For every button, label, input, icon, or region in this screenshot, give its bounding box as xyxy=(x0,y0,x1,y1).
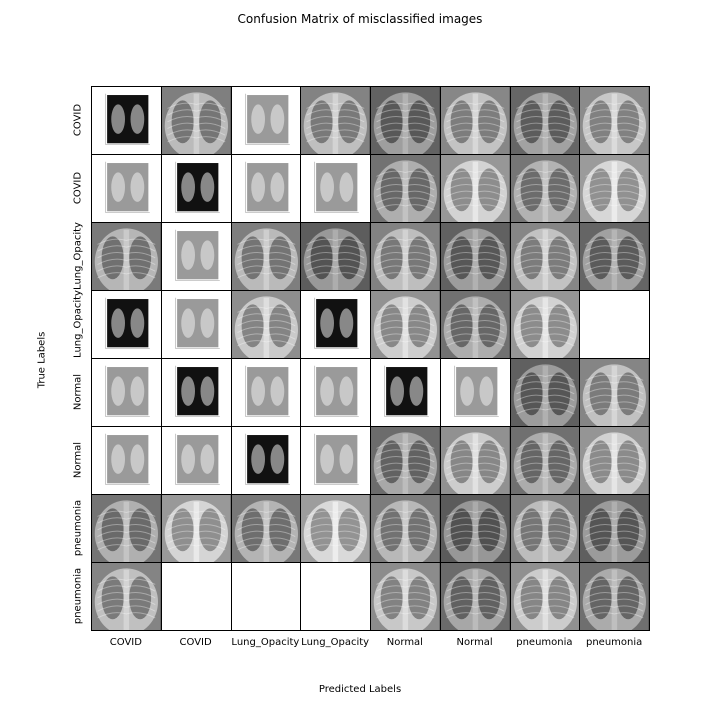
grid-cell-plotted-image xyxy=(230,154,302,223)
grid-cell-plotted-image xyxy=(300,426,371,495)
row-label: Normal xyxy=(72,441,84,479)
grid-cell-xray-image xyxy=(370,562,441,631)
grid-cell-plotted-image xyxy=(439,358,511,427)
grid-cell-plotted-image xyxy=(91,358,162,427)
grid-cell-plotted-image xyxy=(91,86,162,155)
row-label: COVID xyxy=(72,103,84,137)
grid-cell-xray-image xyxy=(230,290,302,359)
grid-cell-xray-image xyxy=(509,562,581,631)
grid-cell-plotted-image xyxy=(230,358,302,427)
grid-cell-xray-image xyxy=(579,494,650,563)
grid-cell-plotted-image xyxy=(160,358,232,427)
grid-cell-xray-image xyxy=(439,154,511,223)
chart-title: Confusion Matrix of misclassified images xyxy=(237,12,483,26)
column-label: Normal xyxy=(456,637,493,648)
column-label: pneumonia xyxy=(516,637,573,648)
grid-cell-xray-image xyxy=(230,222,302,291)
grid-cell-xray-image xyxy=(439,290,511,359)
grid-cell-plotted-image xyxy=(91,154,162,223)
grid-cell-xray-image xyxy=(300,494,371,563)
image-grid xyxy=(91,86,650,631)
grid-cell-empty xyxy=(160,562,232,631)
grid-cell-xray-image xyxy=(160,86,232,155)
grid-cell-xray-image xyxy=(91,494,162,563)
column-label: Lung_Opacity xyxy=(231,637,300,648)
grid-cell-xray-image xyxy=(509,86,581,155)
column-label: Lung_Opacity xyxy=(301,637,370,648)
column-label: COVID xyxy=(109,637,142,648)
grid-cell-plotted-image xyxy=(160,426,232,495)
grid-cell-xray-image xyxy=(439,562,511,631)
grid-cell-xray-image xyxy=(300,86,371,155)
grid-cell-xray-image xyxy=(509,290,581,359)
grid-cell-xray-image xyxy=(579,562,650,631)
grid-cell-xray-image xyxy=(509,222,581,291)
row-label: pneumonia xyxy=(72,567,84,625)
grid-cell-empty xyxy=(300,562,371,631)
column-label: pneumonia xyxy=(585,637,643,648)
grid-cell-plotted-image xyxy=(370,358,441,427)
grid-cell-empty xyxy=(579,290,650,359)
row-label: Lung_Opacity xyxy=(72,290,84,358)
grid-cell-xray-image xyxy=(439,494,511,563)
grid-cell-xray-image xyxy=(439,222,511,291)
grid-cell-empty xyxy=(230,562,302,631)
row-label: COVID xyxy=(72,171,84,205)
grid-cell-plotted-image xyxy=(300,290,371,359)
grid-cell-xray-image xyxy=(300,222,371,291)
column-label: COVID xyxy=(179,637,212,648)
grid-cell-xray-image xyxy=(370,222,441,291)
grid-cell-xray-image xyxy=(439,426,511,495)
row-label: Lung_Opacity xyxy=(72,222,84,290)
grid-cell-plotted-image xyxy=(300,358,371,427)
grid-cell-xray-image xyxy=(509,426,581,495)
grid-cell-plotted-image xyxy=(160,222,232,291)
grid-cell-xray-image xyxy=(370,290,441,359)
grid-cell-xray-image xyxy=(91,562,162,631)
grid-cell-plotted-image xyxy=(91,290,162,359)
column-label: Normal xyxy=(386,637,423,648)
grid-cell-xray-image xyxy=(370,494,441,563)
grid-cell-xray-image xyxy=(509,494,581,563)
grid-cell-plotted-image xyxy=(300,154,371,223)
row-label: Normal xyxy=(72,373,84,411)
grid-cell-xray-image xyxy=(579,86,650,155)
grid-cell-xray-image xyxy=(439,86,511,155)
y-axis-label: True Labels xyxy=(36,331,48,389)
grid-cell-xray-image xyxy=(370,426,441,495)
row-label: pneumonia xyxy=(72,499,84,557)
grid-cell-plotted-image xyxy=(91,426,162,495)
grid-cell-xray-image xyxy=(370,154,441,223)
grid-cell-xray-image xyxy=(579,154,650,223)
grid-cell-plotted-image xyxy=(230,86,302,155)
grid-cell-xray-image xyxy=(370,86,441,155)
grid-cell-xray-image xyxy=(509,358,581,427)
grid-cell-plotted-image xyxy=(230,426,302,495)
grid-cell-xray-image xyxy=(230,494,302,563)
grid-cell-xray-image xyxy=(160,494,232,563)
grid-cell-xray-image xyxy=(91,222,162,291)
grid-cell-xray-image xyxy=(509,154,581,223)
grid-cell-xray-image xyxy=(579,358,650,427)
grid-cell-plotted-image xyxy=(160,290,232,359)
grid-cell-xray-image xyxy=(579,426,650,495)
x-axis-label: Predicted Labels xyxy=(318,684,402,695)
grid-cell-xray-image xyxy=(579,222,650,291)
grid-cell-plotted-image xyxy=(160,154,232,223)
